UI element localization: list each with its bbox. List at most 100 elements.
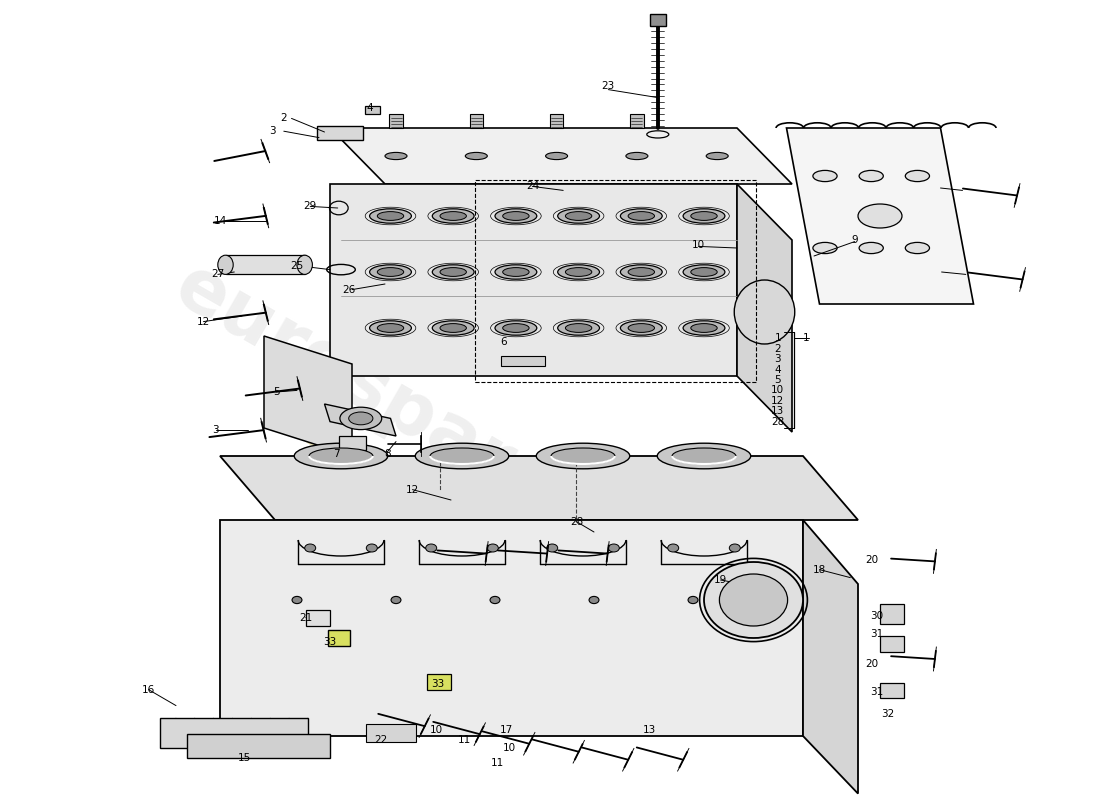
Ellipse shape — [813, 170, 837, 182]
Text: 17: 17 — [499, 725, 513, 734]
Ellipse shape — [628, 323, 654, 333]
Text: 4: 4 — [366, 103, 373, 113]
Ellipse shape — [905, 170, 930, 182]
Ellipse shape — [558, 265, 600, 279]
Ellipse shape — [628, 267, 654, 276]
Ellipse shape — [704, 562, 803, 638]
Ellipse shape — [683, 209, 725, 223]
Text: 14: 14 — [213, 216, 227, 226]
Ellipse shape — [503, 267, 529, 276]
Ellipse shape — [349, 412, 373, 425]
Ellipse shape — [558, 209, 600, 223]
Bar — [226, 255, 305, 274]
Text: 21: 21 — [299, 613, 312, 622]
Text: 33: 33 — [431, 679, 444, 689]
Ellipse shape — [495, 209, 537, 223]
Ellipse shape — [859, 242, 883, 254]
Bar — [160, 718, 308, 748]
Text: 22: 22 — [374, 735, 387, 745]
Text: 12: 12 — [406, 485, 419, 494]
Ellipse shape — [551, 448, 615, 464]
Text: 33: 33 — [323, 637, 337, 646]
Polygon shape — [330, 128, 792, 184]
Text: 3: 3 — [212, 426, 219, 435]
Text: aftermarket parts since 1985: aftermarket parts since 1985 — [267, 405, 613, 619]
Ellipse shape — [735, 280, 794, 344]
Text: 18: 18 — [813, 565, 826, 574]
Text: 12: 12 — [771, 396, 784, 406]
Polygon shape — [803, 520, 858, 794]
Ellipse shape — [719, 574, 788, 626]
Text: 19: 19 — [714, 575, 727, 585]
Ellipse shape — [440, 323, 466, 333]
Text: 20: 20 — [866, 555, 879, 565]
Polygon shape — [264, 336, 352, 456]
Text: 6: 6 — [500, 338, 507, 347]
Ellipse shape — [565, 267, 592, 276]
Text: 1: 1 — [803, 334, 810, 343]
Text: 11: 11 — [491, 758, 504, 768]
Ellipse shape — [490, 596, 499, 603]
Text: 31: 31 — [870, 629, 883, 638]
Text: 28: 28 — [570, 517, 583, 526]
Text: 29: 29 — [304, 202, 317, 211]
Ellipse shape — [620, 321, 662, 335]
Bar — [550, 114, 563, 128]
Text: 23: 23 — [602, 81, 615, 90]
Ellipse shape — [495, 321, 537, 335]
Ellipse shape — [305, 544, 316, 552]
Bar — [500, 356, 544, 366]
Text: 12: 12 — [197, 317, 210, 326]
Ellipse shape — [377, 323, 404, 333]
Ellipse shape — [432, 209, 474, 223]
Ellipse shape — [620, 209, 662, 223]
Text: 27: 27 — [211, 270, 224, 279]
Text: 5: 5 — [273, 387, 279, 397]
Ellipse shape — [416, 443, 508, 469]
Bar — [880, 636, 904, 652]
Text: 3: 3 — [270, 126, 276, 136]
Ellipse shape — [340, 407, 382, 430]
Text: 8: 8 — [384, 449, 390, 458]
Text: 4: 4 — [774, 365, 781, 374]
Text: 13: 13 — [771, 406, 784, 416]
Bar — [366, 724, 416, 742]
Ellipse shape — [537, 443, 629, 469]
Polygon shape — [220, 520, 803, 736]
Ellipse shape — [858, 204, 902, 228]
Bar — [470, 114, 483, 128]
Ellipse shape — [309, 448, 373, 464]
Ellipse shape — [366, 544, 377, 552]
Ellipse shape — [813, 242, 837, 254]
Text: 13: 13 — [642, 725, 656, 734]
Ellipse shape — [706, 152, 728, 160]
Bar — [650, 14, 666, 26]
Ellipse shape — [377, 211, 404, 220]
Ellipse shape — [683, 265, 725, 279]
Ellipse shape — [668, 544, 679, 552]
Ellipse shape — [370, 265, 411, 279]
Text: 28: 28 — [771, 417, 784, 426]
Ellipse shape — [503, 211, 529, 220]
Ellipse shape — [295, 443, 387, 469]
Polygon shape — [324, 404, 396, 436]
Bar — [339, 436, 366, 450]
Ellipse shape — [691, 211, 717, 220]
Ellipse shape — [620, 265, 662, 279]
Ellipse shape — [426, 544, 437, 552]
Ellipse shape — [565, 211, 592, 220]
Ellipse shape — [440, 211, 466, 220]
Text: 10: 10 — [692, 240, 705, 250]
Polygon shape — [330, 184, 737, 376]
Text: 15: 15 — [238, 754, 251, 763]
Bar — [328, 630, 350, 646]
Text: 2: 2 — [774, 344, 781, 354]
Ellipse shape — [218, 255, 233, 274]
Text: 31: 31 — [870, 687, 883, 697]
Ellipse shape — [905, 242, 930, 254]
Polygon shape — [786, 128, 974, 304]
Ellipse shape — [683, 321, 725, 335]
Ellipse shape — [377, 267, 404, 276]
Ellipse shape — [608, 544, 619, 552]
Text: 24: 24 — [526, 182, 539, 191]
